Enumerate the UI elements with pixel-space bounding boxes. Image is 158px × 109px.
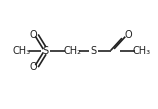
Text: S: S xyxy=(43,46,49,56)
Text: CH₃: CH₃ xyxy=(133,46,151,56)
Text: O: O xyxy=(124,30,132,40)
Text: CH₃: CH₃ xyxy=(12,46,31,56)
Text: CH₂: CH₂ xyxy=(63,46,81,56)
Text: S: S xyxy=(91,46,97,56)
Text: O: O xyxy=(29,30,37,40)
Text: O: O xyxy=(29,62,37,72)
